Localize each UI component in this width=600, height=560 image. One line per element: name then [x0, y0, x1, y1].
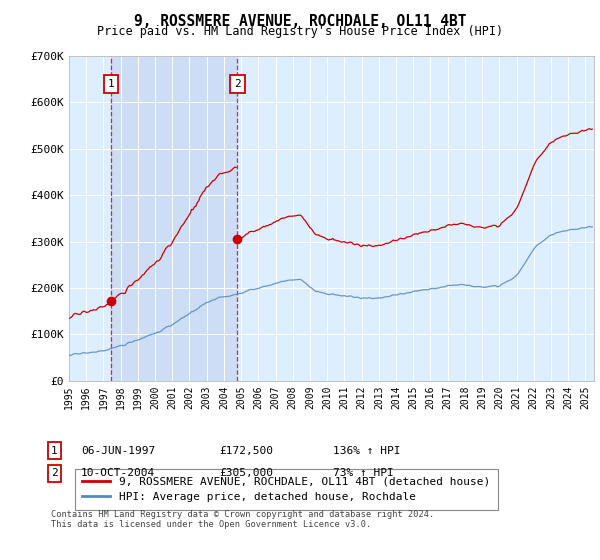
- Text: 2: 2: [234, 79, 241, 89]
- Text: 2: 2: [51, 468, 58, 478]
- Legend: 9, ROSSMERE AVENUE, ROCHDALE, OL11 4BT (detached house), HPI: Average price, det: 9, ROSSMERE AVENUE, ROCHDALE, OL11 4BT (…: [74, 469, 498, 510]
- Text: 9, ROSSMERE AVENUE, ROCHDALE, OL11 4BT: 9, ROSSMERE AVENUE, ROCHDALE, OL11 4BT: [134, 14, 466, 29]
- Text: 1: 1: [107, 79, 115, 89]
- Text: 73% ↑ HPI: 73% ↑ HPI: [333, 468, 394, 478]
- Text: Price paid vs. HM Land Registry's House Price Index (HPI): Price paid vs. HM Land Registry's House …: [97, 25, 503, 38]
- Text: 10-OCT-2004: 10-OCT-2004: [81, 468, 155, 478]
- Text: 06-JUN-1997: 06-JUN-1997: [81, 446, 155, 456]
- Bar: [111, 56, 238, 381]
- Text: 1: 1: [51, 446, 58, 456]
- Text: £305,000: £305,000: [219, 468, 273, 478]
- Text: Contains HM Land Registry data © Crown copyright and database right 2024.
This d: Contains HM Land Registry data © Crown c…: [51, 510, 434, 529]
- Text: £172,500: £172,500: [219, 446, 273, 456]
- Text: 136% ↑ HPI: 136% ↑ HPI: [333, 446, 401, 456]
